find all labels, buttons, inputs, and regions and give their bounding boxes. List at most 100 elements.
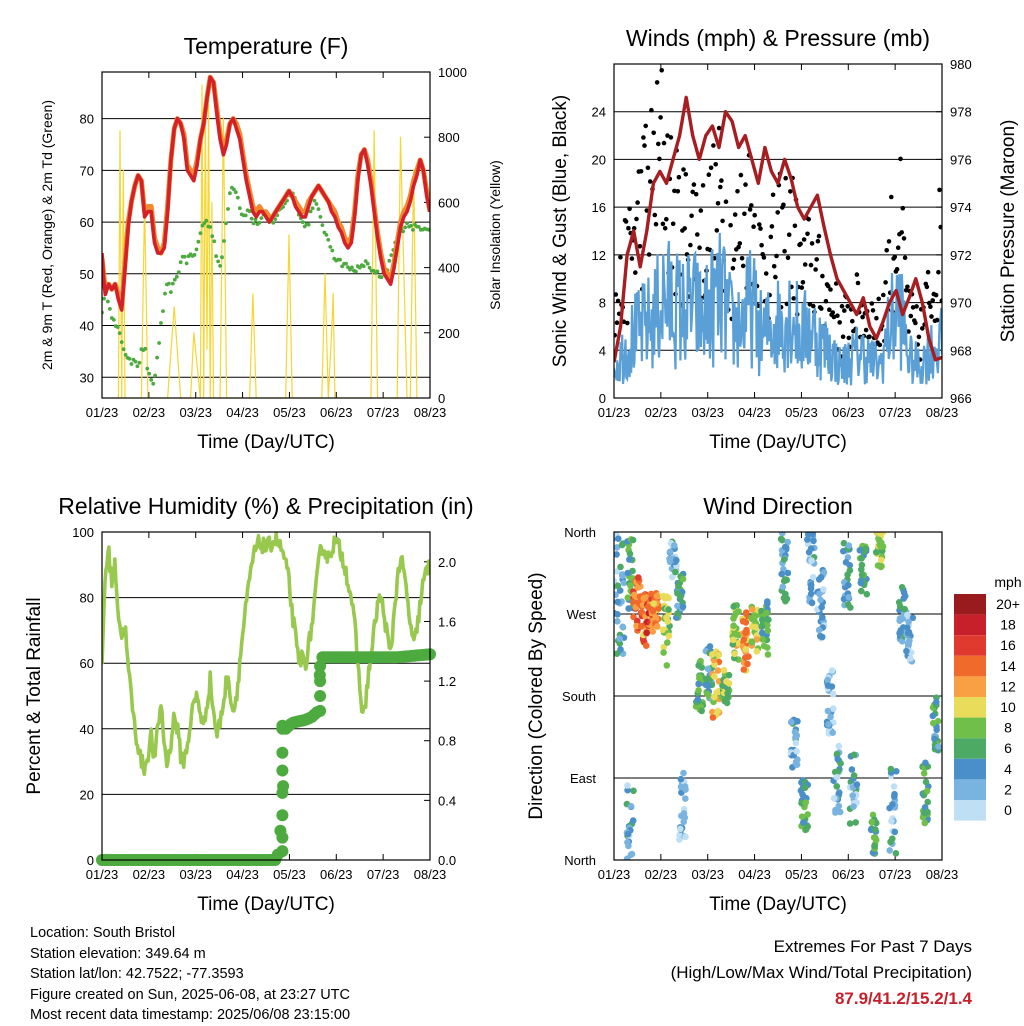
- wind-direction-point: [698, 707, 705, 715]
- legend-label: 16: [1000, 637, 1016, 653]
- wind-direction-point: [626, 556, 633, 563]
- temperature-xtick-label: 03/23: [179, 405, 212, 420]
- wind-direction-point: [624, 786, 631, 794]
- gust-point: [633, 270, 638, 275]
- wind-direction-point: [725, 680, 733, 687]
- wind-direction-point: [659, 626, 667, 634]
- winddir-ytick-label: North: [564, 853, 596, 868]
- legend-label: 4: [1004, 761, 1012, 777]
- dewpoint-point: [212, 239, 217, 244]
- wind-direction-point: [891, 790, 898, 798]
- temperature-y2tick-label: 1000: [438, 65, 467, 80]
- gust-point: [870, 308, 876, 313]
- gust-point: [930, 298, 935, 303]
- dewpoint-point: [176, 270, 181, 274]
- wind-direction-point: [666, 548, 674, 556]
- gust-point: [672, 188, 677, 194]
- wind-direction-point: [629, 536, 637, 544]
- gust-point: [752, 212, 757, 218]
- humidity-y2tick-label: 0.8: [438, 734, 456, 749]
- dewpoint-point: [117, 331, 122, 335]
- dewpoint-point: [344, 261, 348, 266]
- gust-point: [820, 273, 825, 279]
- gust-point: [898, 156, 903, 162]
- gust-point: [657, 156, 662, 162]
- winddir-xlabel: Time (Day/UTC): [709, 894, 847, 915]
- dewpoint-point: [411, 228, 415, 232]
- humidity-xtick-label: 01/23: [86, 867, 119, 882]
- dewpoint-point: [312, 198, 317, 203]
- wind-direction-point: [674, 602, 681, 610]
- gust-point: [743, 182, 748, 187]
- dewpoint-point: [145, 366, 150, 371]
- winds-ytick-label: 12: [592, 248, 606, 263]
- dewpoint-point: [121, 347, 126, 352]
- gust-point: [737, 241, 743, 246]
- precip-point: [276, 831, 289, 844]
- wind-direction-point: [922, 759, 929, 767]
- wind-direction-point: [824, 707, 832, 715]
- wind-direction-point: [614, 551, 620, 558]
- wind-direction-point: [730, 603, 737, 610]
- gust-point: [929, 314, 934, 319]
- gust-point: [759, 242, 764, 248]
- gust-point: [881, 292, 886, 298]
- wind-direction-point: [909, 614, 917, 622]
- winds-chart: Winds (mph) & Pressure (mb) 01/23 02/23 03/…: [550, 25, 1019, 453]
- wind-direction-point: [807, 581, 815, 589]
- wind-direction-point: [808, 557, 815, 564]
- dewpoint-point: [155, 355, 160, 360]
- gust-point: [681, 167, 686, 172]
- gust-point: [634, 216, 639, 222]
- precip-point: [314, 690, 327, 702]
- gust-point: [782, 248, 787, 254]
- gust-point: [814, 257, 819, 262]
- gust-point: [738, 172, 744, 178]
- weather-dashboard: Temperature (F) 01/23 02/23 03/23 04/23 05/23…: [24, 25, 1022, 915]
- dewpoint-point: [237, 206, 242, 211]
- wind-direction-point: [634, 584, 642, 591]
- dewpoint-point: [243, 213, 248, 218]
- wind-direction-point: [933, 698, 940, 706]
- gust-point: [645, 165, 651, 171]
- dewpoint-point: [161, 309, 165, 313]
- winds-ytick-label: 8: [599, 296, 606, 311]
- gust-point: [637, 244, 643, 249]
- temperature-y2tick-label: 800: [438, 130, 460, 145]
- wind-direction-point: [781, 577, 788, 585]
- gust-point: [928, 304, 933, 310]
- gust-point: [635, 200, 640, 205]
- dewpoint-point: [182, 254, 187, 259]
- wind-direction-point: [858, 587, 865, 595]
- winds-xtick-label: 08/23: [926, 405, 959, 420]
- dewpoint-point: [233, 190, 238, 195]
- wind-direction-point: [900, 595, 907, 602]
- humidity-ytick-label: 80: [80, 591, 94, 606]
- wind-direction-point: [710, 693, 718, 701]
- dewpoint-point: [228, 191, 232, 196]
- wind-direction-point: [742, 619, 750, 626]
- wind-direction-point: [921, 819, 929, 827]
- winds-xtick-label: 05/23: [785, 405, 818, 420]
- dewpoint-point: [235, 195, 240, 200]
- legend-title: mph: [994, 574, 1021, 590]
- gust-point: [683, 172, 689, 177]
- wind-direction-point: [931, 735, 938, 743]
- wind-direction-point: [677, 825, 684, 833]
- gust-point: [819, 306, 824, 311]
- dewpoint-point: [147, 371, 152, 376]
- wind-direction-point: [818, 633, 826, 641]
- dewpoint-point: [249, 216, 254, 221]
- wind-direction-point: [829, 690, 837, 698]
- gust-point: [618, 254, 623, 260]
- gust-point: [638, 169, 644, 174]
- wind-direction-point: [649, 628, 657, 635]
- legend-label: 14: [1000, 658, 1016, 674]
- gust-point: [788, 189, 793, 194]
- wind-direction-point: [868, 818, 876, 826]
- wind-direction-point: [748, 606, 756, 613]
- wind-direction-point: [844, 601, 852, 608]
- wind-direction-point: [891, 828, 899, 836]
- wind-direction-point: [893, 768, 900, 775]
- wind-direction-point: [682, 795, 689, 802]
